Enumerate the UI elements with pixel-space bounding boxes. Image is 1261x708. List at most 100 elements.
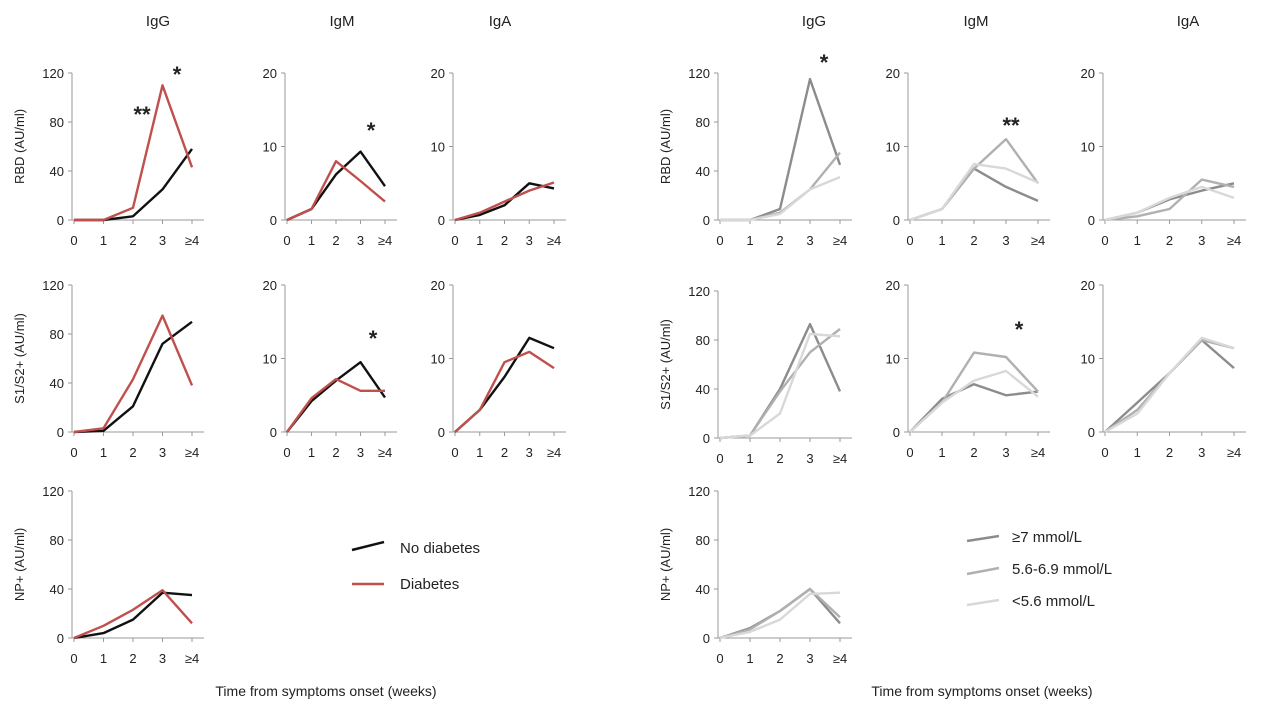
x-tick-label: 2 [1166,233,1173,248]
row-label: S1/S2+ (AU/ml) [12,313,27,404]
right-col-title-igm: IgM [963,13,988,30]
panel-right-RBD-IgM: 0 10 20 0 1 2 3 ≥4 ** [886,66,1050,248]
y-tick-label: 20 [263,66,277,81]
x-tick-label: ≥4 [378,233,392,248]
x-tick-label: 3 [806,233,813,248]
x-tick-label: 2 [776,451,783,466]
series-line-1 [719,328,841,440]
series-line-1 [909,351,1039,433]
legend-line-lt56 [966,598,1000,607]
y-tick-label: 0 [703,213,710,228]
x-tick-label: 0 [70,445,77,460]
panel-left-S1S2-IgM: 0 10 20 0 1 2 3 ≥4 * [263,278,397,460]
panel-left-S1S2-IgA: 0 10 20 0 1 2 3 ≥4 [431,278,566,460]
x-tick-label: ≥4 [1227,445,1241,460]
y-tick-label: 80 [696,333,710,348]
panel-right-S1S2-IgM: 0 10 20 0 1 2 3 ≥4 * [886,278,1050,460]
x-tick-label: 2 [776,233,783,248]
series-line-0 [286,361,386,433]
left-x-axis-label: Time from symptoms onset (weeks) [215,683,436,699]
y-tick-label: 0 [1088,425,1095,440]
significance-marker: * [369,326,378,351]
y-tick-label: 10 [886,352,900,367]
series-line-1 [454,181,555,222]
x-tick-label: 3 [806,651,813,666]
y-tick-label: 40 [50,582,64,597]
significance-marker: ** [133,102,151,127]
x-tick-label: 3 [1198,233,1205,248]
series-line-0 [73,591,193,640]
y-tick-label: 40 [50,376,64,391]
series-line-2 [719,591,841,640]
panel-right-S1S2-IgA: 0 10 20 0 1 2 3 ≥4 [1081,278,1246,460]
y-tick-label: 0 [438,213,445,228]
x-tick-label: 0 [906,445,913,460]
x-tick-label: 1 [308,233,315,248]
y-tick-label: 120 [688,484,710,499]
significance-marker: * [820,50,829,75]
y-tick-label: 80 [50,533,64,548]
series-line-0 [454,182,555,222]
series-line-1 [73,589,193,640]
x-tick-label: ≥4 [1227,233,1241,248]
x-tick-label: 0 [1101,445,1108,460]
y-tick-label: 40 [696,382,710,397]
row-label: NP+ (AU/ml) [658,528,673,601]
x-tick-label: ≥4 [185,233,199,248]
series-line-2 [909,369,1039,433]
y-tick-label: 40 [696,582,710,597]
series-line-2 [909,162,1039,222]
x-tick-label: 0 [70,233,77,248]
panel-left-RBD-IgM: 0 10 20 0 1 2 3 ≥4 * [263,66,397,248]
left-column-titles: IgG IgM IgA [146,13,511,30]
y-tick-label: 0 [893,425,900,440]
y-tick-label: 20 [431,278,445,293]
x-tick-label: 3 [1198,445,1205,460]
right-legend: ≥7 mmol/L 5.6-6.9 mmol/L <5.6 mmol/L [966,529,1112,610]
y-tick-label: 20 [263,278,277,293]
panel-right-RBD-IgA: 0 10 20 0 1 2 3 ≥4 [1081,66,1246,248]
y-tick-label: 120 [688,284,710,299]
series-line-1 [74,84,194,222]
y-tick-label: 20 [886,66,900,81]
row-label: RBD (AU/ml) [12,109,27,184]
series-line-1 [719,587,841,640]
legend-label-ge7: ≥7 mmol/L [1012,529,1082,546]
significance-marker: * [173,62,182,87]
y-tick-label: 10 [263,140,277,155]
series-line-0 [909,383,1039,433]
x-tick-label: 0 [906,233,913,248]
x-tick-label: 3 [806,451,813,466]
x-tick-label: 1 [100,445,107,460]
x-tick-label: 2 [129,651,136,666]
x-tick-label: 1 [746,651,753,666]
series-line-0 [719,322,842,440]
legend-label-56-69: 5.6-6.9 mmol/L [1012,561,1112,578]
series-line-0 [74,148,193,222]
x-tick-label: 2 [970,233,977,248]
x-tick-label: 0 [70,651,77,666]
y-tick-label: 120 [688,66,710,81]
row-label: NP+ (AU/ml) [12,528,27,601]
left-col-title-iga: IgA [489,13,512,30]
x-tick-label: 0 [716,651,723,666]
right-col-title-iga: IgA [1177,13,1200,30]
right-x-axis-label: Time from symptoms onset (weeks) [871,683,1092,699]
y-tick-label: 0 [703,431,710,446]
y-tick-label: 40 [696,164,710,179]
legend-label-no-diabetes: No diabetes [400,540,480,557]
x-tick-label: 0 [451,445,458,460]
x-tick-label: ≥4 [185,445,199,460]
y-tick-label: 0 [270,213,277,228]
panel-left-S1S2-IgG: 0 40 80 120 0 1 2 3 ≥4 S1/S2+ (AU/ml) [12,278,204,460]
y-tick-label: 10 [886,140,900,155]
y-tick-label: 0 [57,425,64,440]
x-tick-label: ≥4 [185,651,199,666]
y-tick-label: 0 [57,213,64,228]
left-col-title-igm: IgM [329,13,354,30]
right-col-title-igg: IgG [802,13,826,30]
legend-line-56-69 [966,566,1000,576]
x-tick-label: 1 [476,233,483,248]
